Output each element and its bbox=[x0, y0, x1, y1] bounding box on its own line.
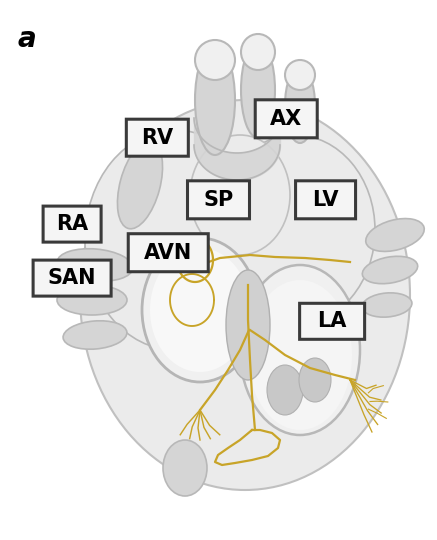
FancyBboxPatch shape bbox=[295, 181, 356, 219]
Text: LV: LV bbox=[312, 190, 339, 210]
FancyBboxPatch shape bbox=[187, 181, 250, 219]
Ellipse shape bbox=[241, 34, 275, 70]
Ellipse shape bbox=[241, 42, 275, 138]
Ellipse shape bbox=[299, 358, 331, 402]
Ellipse shape bbox=[362, 256, 418, 284]
Ellipse shape bbox=[248, 280, 352, 430]
Ellipse shape bbox=[226, 270, 270, 380]
Ellipse shape bbox=[195, 45, 235, 155]
FancyBboxPatch shape bbox=[128, 234, 208, 272]
Text: RA: RA bbox=[56, 214, 88, 234]
Ellipse shape bbox=[362, 293, 412, 317]
Ellipse shape bbox=[240, 265, 360, 435]
Ellipse shape bbox=[190, 135, 290, 255]
Ellipse shape bbox=[85, 130, 265, 350]
FancyBboxPatch shape bbox=[255, 100, 317, 138]
Ellipse shape bbox=[57, 249, 133, 281]
Ellipse shape bbox=[80, 100, 410, 490]
Text: RV: RV bbox=[141, 127, 173, 148]
Ellipse shape bbox=[267, 365, 303, 415]
Ellipse shape bbox=[163, 440, 207, 496]
Ellipse shape bbox=[195, 40, 235, 80]
Text: SP: SP bbox=[203, 190, 234, 210]
Ellipse shape bbox=[118, 141, 163, 229]
Ellipse shape bbox=[63, 321, 127, 349]
Text: SAN: SAN bbox=[48, 268, 96, 288]
FancyBboxPatch shape bbox=[33, 260, 111, 296]
Text: LA: LA bbox=[317, 311, 347, 332]
Ellipse shape bbox=[285, 67, 315, 143]
Ellipse shape bbox=[366, 219, 424, 252]
FancyBboxPatch shape bbox=[300, 303, 364, 339]
Text: AX: AX bbox=[270, 109, 302, 129]
Text: a: a bbox=[18, 25, 37, 53]
FancyBboxPatch shape bbox=[43, 206, 101, 242]
Text: AVN: AVN bbox=[144, 242, 192, 263]
Ellipse shape bbox=[57, 285, 127, 315]
FancyBboxPatch shape bbox=[126, 119, 188, 156]
Ellipse shape bbox=[150, 248, 250, 372]
Ellipse shape bbox=[285, 60, 315, 90]
Ellipse shape bbox=[215, 135, 375, 325]
Ellipse shape bbox=[142, 238, 258, 382]
